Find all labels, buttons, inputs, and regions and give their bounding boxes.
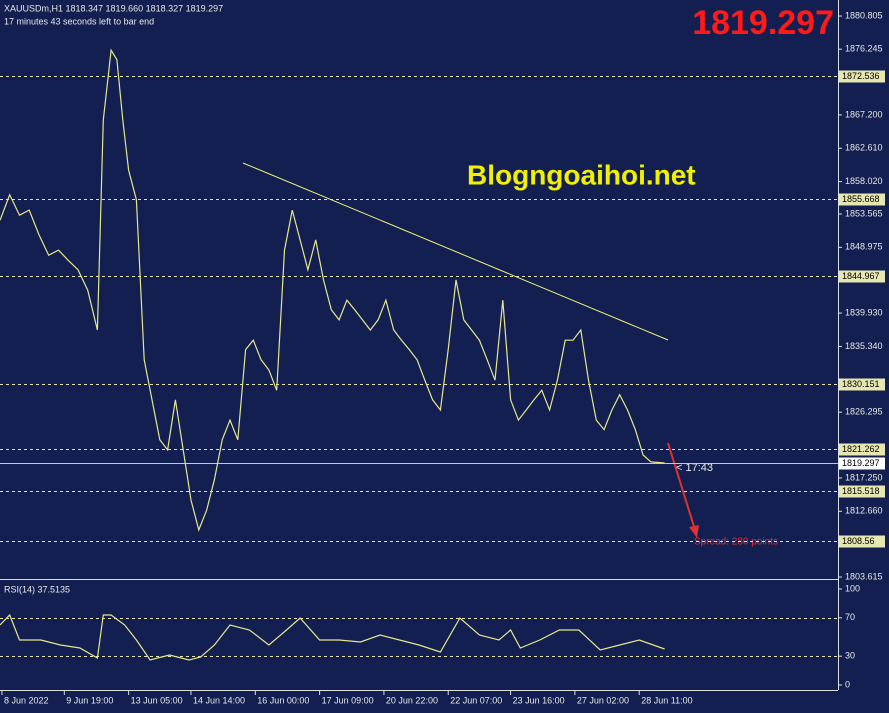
level-label-box bbox=[839, 70, 885, 83]
level-label: 1821.262 bbox=[842, 444, 880, 454]
spread-label: Spread: 280 points bbox=[694, 537, 778, 548]
level-label-box bbox=[839, 443, 885, 456]
y-tick-label: 1835.340 bbox=[845, 341, 883, 351]
timer: < 17:43 bbox=[676, 462, 713, 474]
price-line bbox=[0, 613, 665, 661]
y-tick-label: 1862.610 bbox=[845, 143, 883, 153]
y-tick-label: 1839.930 bbox=[845, 307, 883, 317]
level-label: 1815.518 bbox=[842, 486, 880, 496]
y-tick-label: 1826.295 bbox=[845, 407, 883, 417]
y-tick-label: 100 bbox=[845, 583, 860, 593]
x-tick-label: 22 Jun 07:00 bbox=[450, 695, 502, 705]
x-tick-label: 28 Jun 11:00 bbox=[641, 695, 692, 705]
level-label-box bbox=[839, 378, 885, 391]
header: XAUUSDm,H1 1818.347 1819.660 1818.327 18… bbox=[4, 3, 223, 13]
y-tick-label: 1853.565 bbox=[845, 208, 883, 218]
y-tick-label: 1858.020 bbox=[845, 176, 883, 186]
y-tick-label: 1817.250 bbox=[845, 472, 883, 482]
level-label-box bbox=[839, 193, 885, 206]
x-tick-label: 20 Jun 22:00 bbox=[386, 695, 438, 705]
level-label-box bbox=[839, 485, 885, 498]
level-label: 1844.967 bbox=[842, 271, 880, 281]
level-label: 1872.536 bbox=[842, 71, 880, 81]
y-tick-label: 1880.805 bbox=[845, 10, 883, 20]
x-tick-label: 13 Jun 05:00 bbox=[131, 695, 183, 705]
arrow-head bbox=[689, 525, 699, 538]
x-tick-label: 27 Jun 02:00 bbox=[577, 695, 629, 705]
rsi-title: RSI(14) 37.5135 bbox=[4, 584, 70, 594]
x-tick-label: 16 Jun 00:00 bbox=[257, 695, 309, 705]
y-tick-label: 1876.245 bbox=[845, 44, 883, 54]
current-price-big: 1819.297 bbox=[692, 4, 834, 42]
level-label: 1855.668 bbox=[842, 194, 880, 204]
subheader: 17 minutes 43 seconds left to bar end bbox=[4, 16, 154, 26]
trend-line bbox=[242, 162, 669, 341]
price-line bbox=[0, 48, 665, 532]
x-tick-label: 9 Jun 19:00 bbox=[66, 695, 113, 705]
y-tick-label: 1803.615 bbox=[845, 571, 883, 581]
current-price-label: 1819.297 bbox=[842, 458, 880, 468]
y-tick-label: 30 bbox=[845, 651, 855, 661]
x-tick-label: 8 Jun 2022 bbox=[4, 695, 49, 705]
y-tick-label: 0 bbox=[845, 679, 850, 689]
x-tick-label: 17 Jun 09:00 bbox=[322, 695, 374, 705]
current-price-box bbox=[839, 457, 885, 470]
level-label-box bbox=[839, 270, 885, 283]
y-tick-label: 70 bbox=[845, 612, 855, 622]
y-tick-label: 1812.660 bbox=[845, 506, 883, 516]
y-tick-label: 1848.975 bbox=[845, 242, 883, 252]
x-tick-label: 23 Jun 16:00 bbox=[513, 695, 565, 705]
x-tick-label: 14 Jun 14:00 bbox=[193, 695, 245, 705]
watermark: Blogngoaihoi.net bbox=[467, 159, 696, 190]
level-label-box bbox=[839, 535, 885, 548]
y-tick-label: 1867.200 bbox=[845, 109, 883, 119]
level-label: 1808.56 bbox=[842, 536, 875, 546]
arrow bbox=[667, 442, 697, 534]
level-label: 1830.151 bbox=[842, 379, 880, 389]
